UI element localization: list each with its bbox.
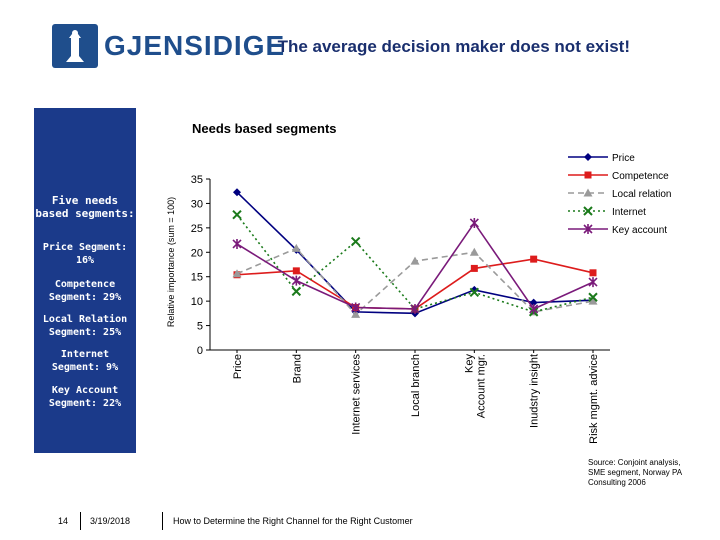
legend-label-price: Price bbox=[612, 153, 635, 164]
x-tick-label: Internet services bbox=[351, 354, 363, 435]
segment-price: Price Segment: 16% bbox=[42, 242, 128, 266]
x-tick-label: Price bbox=[232, 354, 244, 379]
legend-marker-competence bbox=[584, 171, 592, 179]
brand-name: GJENSIDIGE bbox=[104, 30, 286, 61]
data-point-internet bbox=[588, 292, 598, 302]
data-point-price bbox=[470, 285, 479, 294]
legend-marker-price bbox=[584, 153, 592, 161]
segment-competence: Competence Segment: 29% bbox=[48, 279, 122, 303]
page-number: 14 bbox=[58, 516, 69, 526]
footer-text: How to Determine the Right Channel for t… bbox=[173, 516, 413, 526]
series-line-competence bbox=[236, 258, 594, 310]
data-point-competence bbox=[589, 269, 597, 277]
y-tick-label: 35 bbox=[191, 174, 203, 186]
legend-marker-key-account bbox=[583, 224, 593, 234]
data-point-key-account bbox=[410, 303, 420, 314]
data-point-competence bbox=[530, 255, 538, 263]
data-point-internet bbox=[232, 209, 242, 220]
y-tick-label: 5 bbox=[197, 321, 203, 333]
data-point-key-account bbox=[291, 275, 301, 286]
company-logo bbox=[50, 22, 240, 72]
series-line-key-account bbox=[236, 221, 594, 310]
y-tick-label: 25 bbox=[191, 223, 203, 235]
legend-label-competence: Competence bbox=[612, 171, 669, 182]
data-point-internet bbox=[291, 286, 302, 297]
series-line-price bbox=[236, 191, 594, 315]
data-point-local-relation bbox=[469, 247, 479, 256]
segment-internet: Internet Segment: 9% bbox=[51, 349, 119, 373]
data-point-key-account bbox=[529, 303, 539, 314]
x-tick-label: Risk mgmt. advice bbox=[588, 354, 600, 444]
sidebar-heading: Five needs based segments: bbox=[35, 194, 135, 220]
x-tick-label: KeyAccount mgr. bbox=[463, 354, 487, 419]
y-tick-label: 20 bbox=[191, 247, 203, 259]
data-point-price bbox=[529, 298, 538, 307]
data-point-key-account bbox=[588, 277, 598, 288]
data-point-local-relation bbox=[410, 256, 420, 265]
y-tick-label: 10 bbox=[191, 296, 203, 308]
data-point-key-account bbox=[351, 302, 361, 313]
data-point-internet bbox=[469, 287, 480, 298]
data-point-competence bbox=[292, 267, 300, 275]
source-note: Source: Conjoint analysis, SME segment, … bbox=[588, 458, 682, 487]
data-point-local-relation bbox=[291, 243, 301, 252]
x-tick-label: Inudstry insight bbox=[529, 354, 541, 428]
data-point-key-account bbox=[232, 238, 242, 249]
legend-marker-local-relation bbox=[583, 188, 593, 197]
legend-label-internet: Internet bbox=[612, 207, 646, 218]
y-tick-label: 15 bbox=[191, 272, 203, 284]
chart-subtitle: Needs based segments bbox=[192, 121, 337, 136]
data-point-price bbox=[233, 188, 241, 197]
x-tick-label: Local branch bbox=[410, 354, 422, 417]
crest-icon bbox=[52, 24, 98, 68]
footer-divider bbox=[162, 512, 163, 530]
footer-divider bbox=[80, 512, 81, 530]
slide-title: The average decision maker does not exis… bbox=[277, 37, 630, 56]
data-point-key-account bbox=[469, 217, 479, 228]
data-point-local-relation bbox=[588, 296, 598, 305]
x-tick-label: Brand bbox=[291, 354, 303, 383]
segment-key-account: Key Account Segment: 22% bbox=[48, 385, 122, 409]
data-point-local-relation bbox=[351, 309, 361, 318]
data-point-competence bbox=[470, 264, 478, 272]
legend-label-key-account: Key account bbox=[612, 225, 667, 236]
data-point-internet bbox=[350, 236, 361, 247]
y-tick-label: 30 bbox=[191, 198, 203, 210]
y-axis-label: Relative importance (sum = 100) bbox=[166, 197, 176, 327]
legend-marker-internet bbox=[583, 206, 593, 216]
y-tick-label: 0 bbox=[197, 345, 203, 357]
data-point-local-relation bbox=[232, 269, 242, 278]
segment-local-relation: Local Relation Segment: 25% bbox=[42, 314, 128, 338]
legend-label-local-relation: Local relation bbox=[612, 189, 671, 200]
footer-date: 3/19/2018 bbox=[90, 516, 131, 526]
segments-sidebar: Five needs based segments: Price Segment… bbox=[34, 108, 136, 453]
